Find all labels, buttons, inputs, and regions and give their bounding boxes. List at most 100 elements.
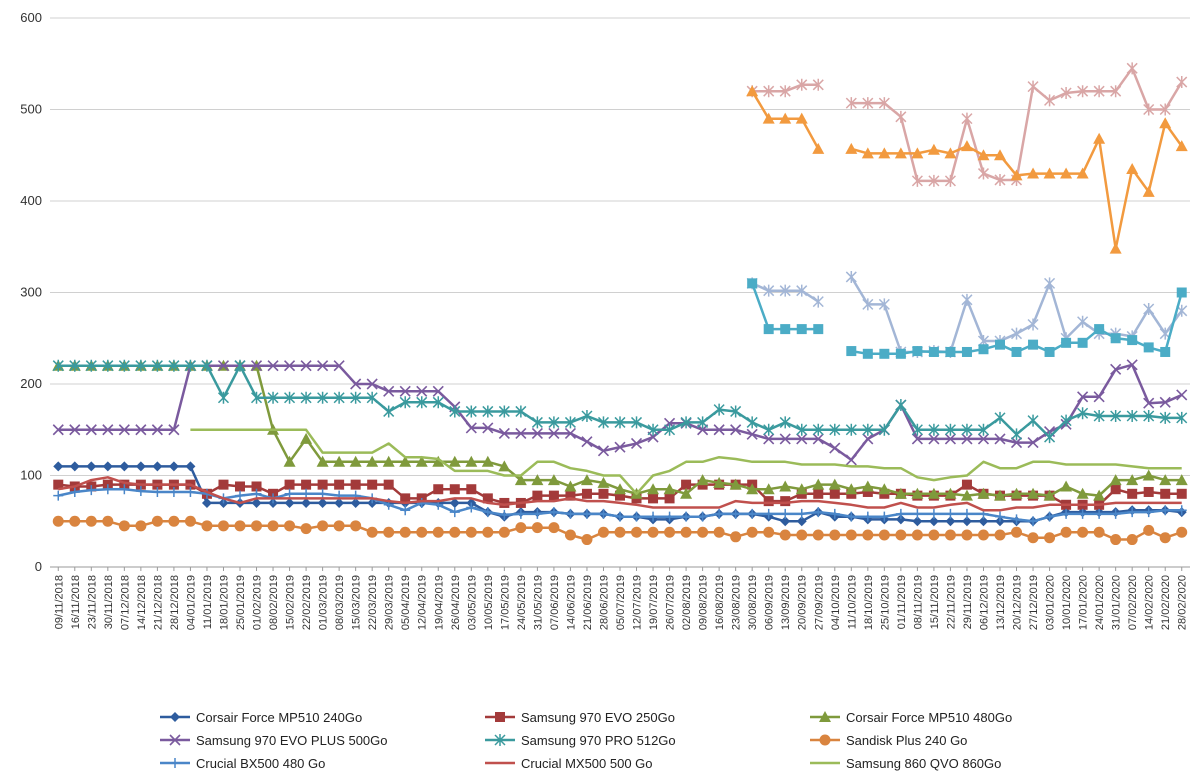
x-tick-label: 25/01/2019: [235, 575, 247, 630]
data-point: [944, 529, 956, 541]
data-point: [945, 346, 956, 357]
series-lines: [52, 62, 1188, 546]
data-point: [565, 490, 576, 501]
data-point: [1093, 85, 1105, 98]
data-point: [52, 424, 64, 436]
data-point: [333, 360, 345, 372]
data-point: [630, 437, 643, 450]
data-point: [284, 391, 296, 404]
data-point: [928, 508, 939, 519]
data-point: [1143, 342, 1154, 353]
data-point: [217, 391, 230, 404]
x-tick-label: 10/01/2020: [1061, 575, 1073, 630]
data-point: [664, 526, 676, 538]
data-point: [1110, 410, 1122, 423]
data-point: [532, 490, 543, 501]
data-point: [1044, 511, 1055, 522]
data-point: [316, 455, 329, 467]
data-point: [895, 529, 907, 541]
data-point: [495, 712, 505, 722]
data-point: [1160, 346, 1171, 357]
legend-label: Samsung 860 QVO 860Go: [846, 756, 1001, 771]
data-point: [383, 479, 394, 490]
data-point: [779, 284, 791, 297]
data-point: [713, 424, 725, 436]
data-point: [1126, 410, 1138, 423]
data-point: [1060, 167, 1073, 179]
data-point: [383, 405, 395, 418]
x-tick-label: 31/05/2019: [532, 575, 544, 630]
legend-label: Samsung 970 EVO PLUS 500Go: [196, 733, 388, 748]
x-tick-label: 13/09/2019: [780, 575, 792, 630]
data-point: [1160, 488, 1171, 499]
x-tick-label: 22/11/2019: [945, 575, 957, 629]
x-tick-label: 18/10/2019: [863, 575, 875, 630]
data-point: [763, 324, 774, 335]
data-point: [400, 505, 411, 516]
data-point: [1027, 532, 1039, 544]
data-point: [895, 508, 906, 519]
data-point: [961, 529, 973, 541]
data-point: [796, 423, 808, 436]
data-point: [169, 734, 181, 746]
data-point: [796, 324, 807, 335]
legend-item: Crucial BX500 480 Go: [160, 756, 325, 771]
data-point: [746, 483, 759, 495]
data-point: [763, 508, 774, 519]
data-point: [333, 455, 346, 467]
data-point: [615, 511, 625, 522]
data-point: [235, 481, 245, 492]
data-point: [581, 508, 592, 519]
data-point: [234, 359, 246, 372]
data-point: [565, 508, 576, 519]
data-point: [680, 526, 692, 538]
data-point: [730, 405, 742, 418]
data-point: [796, 508, 807, 519]
data-point: [482, 405, 494, 418]
x-tick-label: 24/05/2019: [516, 575, 528, 630]
data-point: [466, 502, 477, 513]
data-point: [878, 147, 891, 159]
data-point: [119, 461, 130, 472]
data-point: [350, 391, 362, 404]
x-tick-label: 12/04/2019: [417, 575, 429, 630]
x-tick-label: 17/05/2019: [499, 575, 511, 630]
data-point: [845, 270, 857, 283]
data-point: [911, 147, 924, 159]
data-point: [713, 526, 725, 538]
data-point: [912, 516, 923, 527]
data-point: [416, 385, 428, 397]
data-point: [1143, 103, 1155, 116]
data-point: [845, 454, 857, 466]
x-tick-label: 23/11/2018: [86, 575, 98, 629]
x-tick-label: 22/02/2019: [301, 575, 313, 630]
legend-item: Samsung 970 EVO PLUS 500Go: [160, 733, 388, 748]
data-point: [829, 423, 841, 436]
data-point: [895, 348, 906, 359]
data-point: [1127, 507, 1138, 518]
data-point: [1027, 80, 1039, 93]
data-point: [118, 520, 130, 532]
data-point: [911, 487, 924, 499]
data-point: [350, 497, 361, 508]
data-point: [300, 523, 312, 535]
data-point: [85, 424, 97, 436]
data-point: [1077, 337, 1088, 348]
data-point: [1109, 474, 1122, 486]
data-point: [300, 360, 312, 372]
data-point: [201, 520, 213, 532]
data-point: [515, 522, 527, 534]
data-point: [879, 348, 890, 359]
data-point: [796, 78, 808, 91]
data-point: [168, 486, 179, 497]
series-10: [746, 85, 1188, 254]
data-point: [977, 433, 990, 445]
data-point: [432, 526, 444, 538]
x-tick-label: 01/02/2019: [252, 575, 264, 630]
data-point: [663, 483, 676, 495]
x-tick-label: 05/07/2019: [615, 575, 627, 630]
data-point: [945, 516, 956, 527]
data-point: [1159, 411, 1171, 424]
data-point: [416, 497, 427, 508]
data-point: [184, 515, 196, 527]
